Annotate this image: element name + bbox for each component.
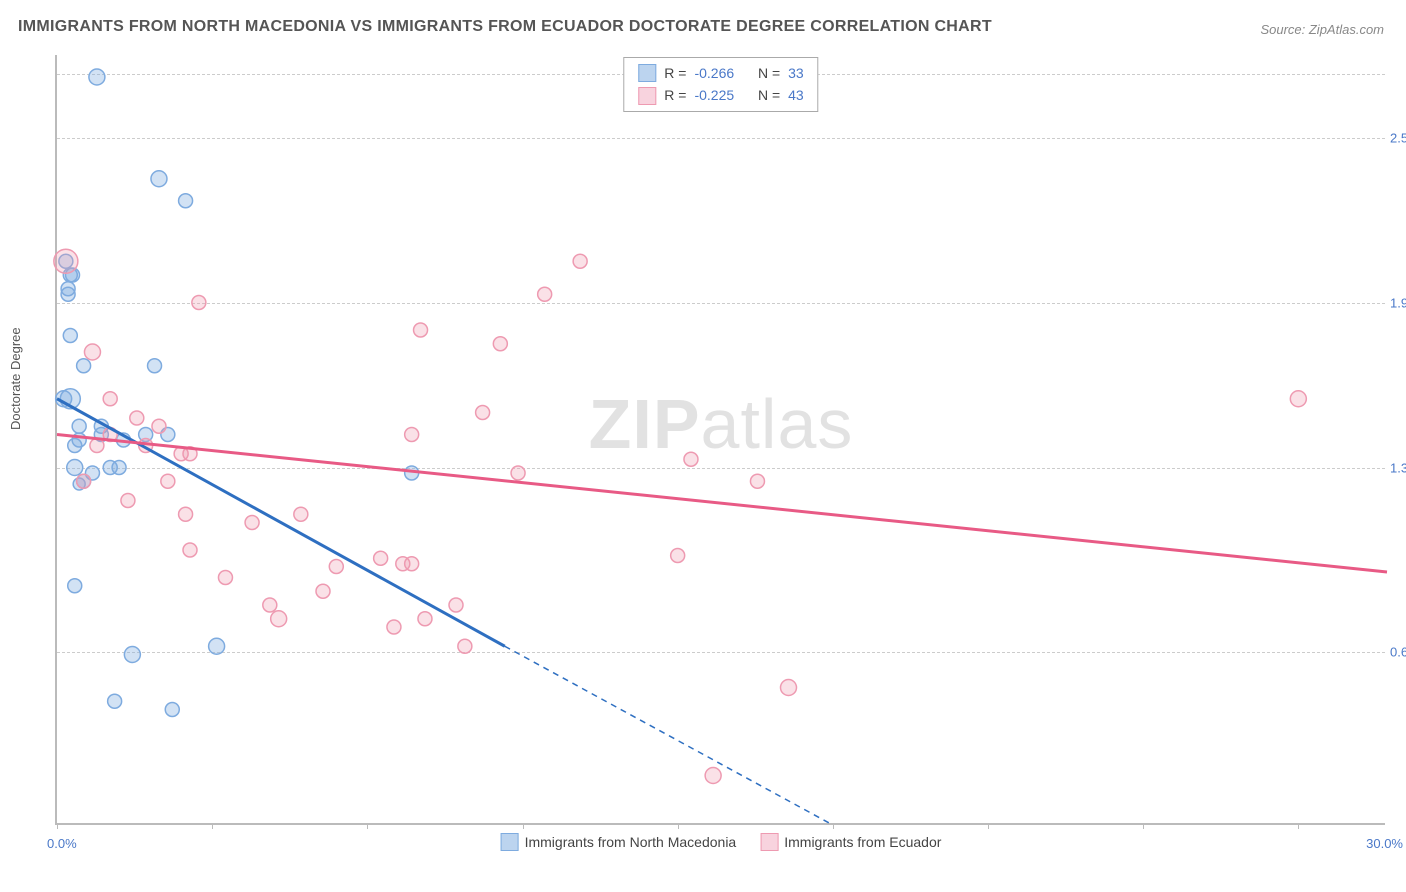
- data-point: [192, 296, 206, 310]
- legend-row: R = -0.266 N = 33: [638, 62, 803, 84]
- legend-swatch: [638, 87, 656, 105]
- data-point: [671, 549, 685, 563]
- data-point: [1290, 391, 1306, 407]
- data-point: [161, 474, 175, 488]
- data-point: [245, 516, 259, 530]
- legend-r-value: -0.225: [694, 84, 734, 106]
- legend-item: Immigrants from Ecuador: [760, 833, 941, 851]
- plot-area: ZIPatlas 0.63%1.3%1.9%2.5% R =-0.266 N =…: [55, 55, 1385, 825]
- legend-swatch: [638, 64, 656, 82]
- data-point: [414, 323, 428, 337]
- data-point: [538, 287, 552, 301]
- legend-swatch: [501, 833, 519, 851]
- data-point: [374, 551, 388, 565]
- regression-line: [57, 435, 1387, 573]
- legend-label: Immigrants from North Macedonia: [525, 834, 737, 850]
- x-tick: [212, 823, 213, 829]
- legend-r-label: R =: [664, 62, 686, 84]
- data-point: [179, 194, 193, 208]
- data-point: [124, 647, 140, 663]
- data-point: [209, 638, 225, 654]
- data-point: [121, 494, 135, 508]
- data-point: [151, 171, 167, 187]
- x-tick: [988, 823, 989, 829]
- x-tick: [523, 823, 524, 829]
- legend-n-label: N =: [758, 84, 780, 106]
- data-point: [63, 329, 77, 343]
- data-point: [152, 419, 166, 433]
- data-point: [68, 579, 82, 593]
- legend-r-value: -0.266: [694, 62, 734, 84]
- y-tick-label: 2.5%: [1390, 130, 1406, 145]
- legend-item: Immigrants from North Macedonia: [501, 833, 737, 851]
- legend-label: Immigrants from Ecuador: [784, 834, 941, 850]
- x-tick: [678, 823, 679, 829]
- x-tick: [1143, 823, 1144, 829]
- x-tick: [367, 823, 368, 829]
- data-point: [458, 639, 472, 653]
- data-point: [148, 359, 162, 373]
- regression-line-extrapolated: [505, 646, 833, 825]
- chart-title: IMMIGRANTS FROM NORTH MACEDONIA VS IMMIG…: [18, 18, 992, 36]
- data-point: [218, 571, 232, 585]
- data-point: [750, 474, 764, 488]
- data-point: [77, 359, 91, 373]
- x-axis-min: 0.0%: [47, 836, 77, 851]
- legend-n-value: 43: [788, 84, 804, 106]
- data-point: [329, 560, 343, 574]
- data-point: [418, 612, 432, 626]
- y-tick-label: 0.63%: [1390, 644, 1406, 659]
- data-point: [72, 419, 86, 433]
- data-point: [108, 694, 122, 708]
- x-axis-max: 30.0%: [1366, 836, 1403, 851]
- data-point: [573, 254, 587, 268]
- data-point: [316, 584, 330, 598]
- data-point: [684, 452, 698, 466]
- data-point: [387, 620, 401, 634]
- data-point: [67, 460, 83, 476]
- data-point: [165, 703, 179, 717]
- source-attribution: Source: ZipAtlas.com: [1260, 22, 1384, 37]
- data-point: [179, 507, 193, 521]
- data-point: [112, 461, 126, 475]
- data-point: [493, 337, 507, 351]
- data-point: [77, 474, 91, 488]
- data-point: [271, 611, 287, 627]
- y-tick-label: 1.9%: [1390, 295, 1406, 310]
- legend-swatch: [760, 833, 778, 851]
- data-point: [405, 428, 419, 442]
- data-point: [84, 344, 100, 360]
- data-point: [511, 466, 525, 480]
- data-point: [294, 507, 308, 521]
- data-point: [54, 249, 78, 273]
- legend-n-value: 33: [788, 62, 804, 84]
- correlation-legend: R = -0.266 N = 33 R = -0.225 N = 43: [623, 57, 818, 112]
- x-tick: [1298, 823, 1299, 829]
- data-point: [103, 392, 117, 406]
- data-point: [781, 680, 797, 696]
- legend-n-label: N =: [758, 62, 780, 84]
- data-point: [405, 557, 419, 571]
- regression-line: [57, 399, 505, 647]
- data-point: [705, 768, 721, 784]
- data-point: [68, 439, 82, 453]
- data-point: [263, 598, 277, 612]
- legend-row: R = -0.225 N = 43: [638, 84, 803, 106]
- data-point: [89, 69, 105, 85]
- chart-svg: [57, 55, 1385, 823]
- series-legend: Immigrants from North Macedonia Immigrant…: [501, 833, 942, 851]
- data-point: [183, 543, 197, 557]
- data-point: [449, 598, 463, 612]
- data-point: [130, 411, 144, 425]
- x-tick: [833, 823, 834, 829]
- legend-r-label: R =: [664, 84, 686, 106]
- y-tick-label: 1.3%: [1390, 460, 1406, 475]
- data-point: [61, 287, 75, 301]
- y-axis-label: Doctorate Degree: [8, 327, 23, 430]
- data-point: [476, 406, 490, 420]
- x-tick: [57, 823, 58, 829]
